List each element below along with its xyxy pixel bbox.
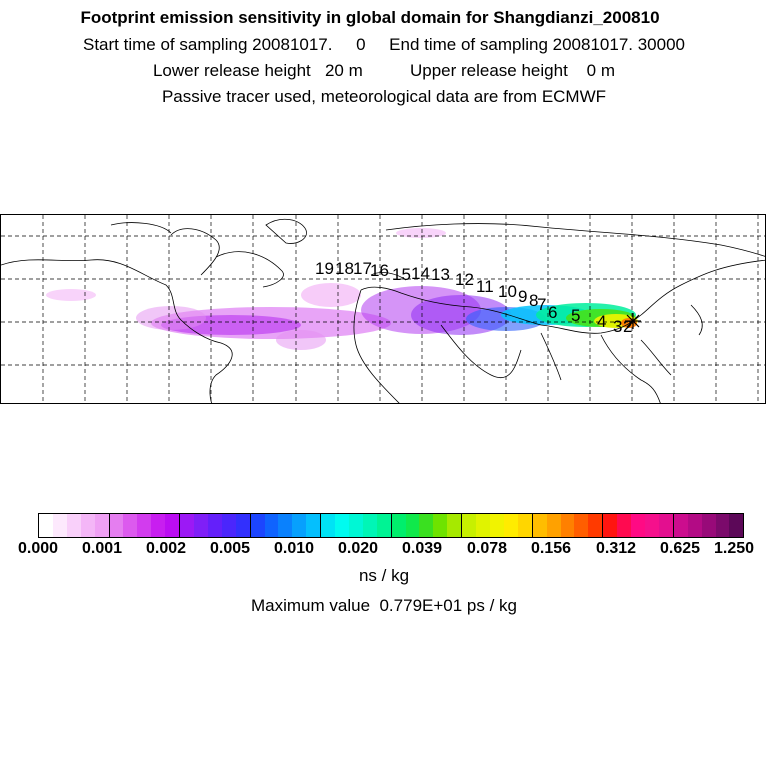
- day-label-19: 19: [315, 259, 334, 278]
- colorbar-swatch: [405, 514, 420, 537]
- colorbar-swatch: [729, 514, 744, 537]
- colorbar-swatch: [94, 514, 110, 537]
- day-label-3: 3: [613, 317, 622, 336]
- day-label-13: 13: [431, 265, 450, 284]
- day-label-14: 14: [411, 264, 430, 283]
- colorbar-swatch: [588, 514, 604, 537]
- colorbar-swatch: [532, 514, 547, 537]
- colorbar-swatch: [603, 514, 618, 537]
- tick-label: 0.000: [17, 540, 59, 557]
- colorbar-swatch: [715, 514, 730, 537]
- colorbar-swatch: [376, 514, 392, 537]
- colorbar: [38, 513, 744, 538]
- tick-label: 0.625: [659, 540, 701, 557]
- footprint-map: 19 18 17 16 15 14 13 12 11 10 9 8 7 6 5 …: [0, 214, 766, 404]
- colorbar-swatch: [462, 514, 477, 537]
- tick-label: 0.039: [401, 540, 443, 557]
- colorbar-swatch: [687, 514, 702, 537]
- tick-label: 1.250: [713, 540, 755, 557]
- colorbar-swatch: [490, 514, 504, 537]
- sampling-time-line: Start time of sampling 20081017. 0 End t…: [83, 35, 685, 54]
- day-label-17: 17: [353, 259, 372, 278]
- maximum-value: Maximum value 0.779E+01 ps / kg: [251, 596, 517, 615]
- colorbar-swatch: [39, 514, 53, 537]
- colorbar-swatch: [574, 514, 589, 537]
- colorbar-swatch: [123, 514, 138, 537]
- colorbar-swatch: [503, 514, 518, 537]
- colorbar-swatch: [250, 514, 265, 537]
- colorbar-swatch: [617, 514, 632, 537]
- colorbar-swatch: [673, 514, 688, 537]
- colorbar-units: ns / kg: [358, 566, 410, 585]
- coastlines: [1, 218, 765, 403]
- colorbar-swatch: [476, 514, 490, 537]
- day-label-9: 9: [518, 287, 527, 306]
- colorbar-swatch: [278, 514, 293, 537]
- day-label-18: 18: [335, 259, 354, 278]
- colorbar-swatch: [306, 514, 322, 537]
- colorbar-swatch: [447, 514, 463, 537]
- colorbar-swatch: [193, 514, 208, 537]
- day-label-10: 10: [498, 282, 517, 301]
- colorbar-swatch: [109, 514, 124, 537]
- colorbar-swatch: [546, 514, 561, 537]
- day-label-12: 12: [455, 270, 474, 289]
- colorbar-swatch: [701, 514, 716, 537]
- colorbar-swatch: [335, 514, 349, 537]
- colorbar-swatch: [180, 514, 194, 537]
- plot-title: Footprint emission sensitivity in global…: [80, 8, 660, 27]
- day-label-5: 5: [571, 306, 580, 325]
- colorbar-swatch: [151, 514, 166, 537]
- colorbar-swatch: [419, 514, 434, 537]
- trajectory-labels: 19 18 17 16 15 14 13 12 11 10 9 8 7 6 5 …: [315, 259, 632, 336]
- colorbar-swatch: [644, 514, 659, 537]
- colorbar-swatch: [66, 514, 81, 537]
- tick-label: 0.078: [466, 540, 508, 557]
- colorbar-swatch: [321, 514, 336, 537]
- tick-label: 0.001: [81, 540, 123, 557]
- colorbar-swatch: [391, 514, 406, 537]
- colorbar-swatch: [631, 514, 645, 537]
- day-label-7: 7: [537, 295, 546, 314]
- colorbar-swatch: [433, 514, 448, 537]
- day-label-8: 8: [529, 291, 538, 310]
- day-label-11: 11: [476, 277, 494, 296]
- day-label-15: 15: [392, 265, 411, 284]
- graticule: [1, 215, 765, 403]
- colorbar-swatch: [658, 514, 674, 537]
- tick-label: 0.005: [209, 540, 251, 557]
- colorbar-swatch: [235, 514, 251, 537]
- tracer-info-line: Passive tracer used, meteorological data…: [161, 87, 607, 106]
- colorbar-swatch: [221, 514, 236, 537]
- day-label-6: 6: [548, 303, 557, 322]
- colorbar-swatch: [517, 514, 533, 537]
- release-height-line: Lower release height 20 m Upper release …: [152, 61, 616, 80]
- tick-label: 0.010: [273, 540, 315, 557]
- map-canvas: 19 18 17 16 15 14 13 12 11 10 9 8 7 6 5 …: [1, 215, 765, 403]
- day-label-16: 16: [370, 261, 389, 280]
- colorbar-swatch: [362, 514, 377, 537]
- colorbar-swatch: [52, 514, 67, 537]
- colorbar-swatch: [560, 514, 575, 537]
- colorbar-swatch: [207, 514, 222, 537]
- station-star-icon: [625, 313, 641, 329]
- colorbar-swatch: [264, 514, 279, 537]
- colorbar-swatch: [165, 514, 181, 537]
- colorbar-swatch: [80, 514, 95, 537]
- tick-label: 0.156: [530, 540, 572, 557]
- footprint-plume: [46, 228, 638, 350]
- colorbar-swatch: [348, 514, 363, 537]
- tick-label: 0.020: [337, 540, 379, 557]
- tick-label: 0.002: [145, 540, 187, 557]
- colorbar-swatch: [137, 514, 152, 537]
- day-label-4: 4: [597, 312, 606, 331]
- tick-label: 0.312: [595, 540, 637, 557]
- colorbar-swatch: [292, 514, 307, 537]
